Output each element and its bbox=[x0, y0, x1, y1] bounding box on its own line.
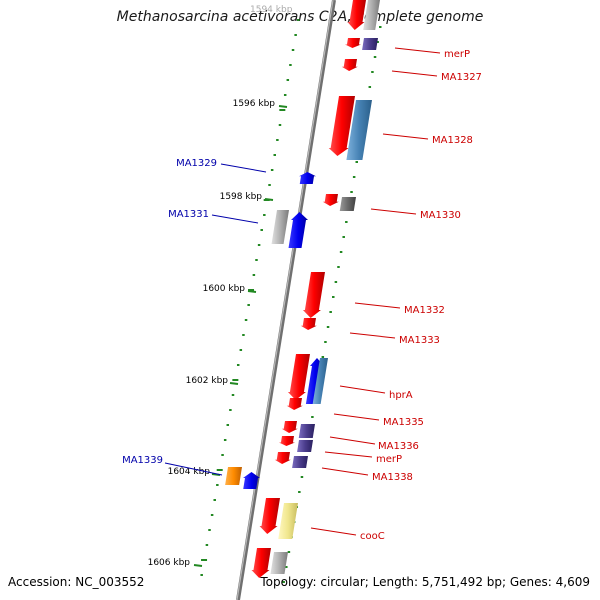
gene-labels-right: merP MA1327 MA1328 MA1330 MA1332 MA1333 … bbox=[360, 49, 482, 542]
gene-label-MA1338: MA1338 bbox=[372, 472, 413, 483]
gene-arrow bbox=[347, 0, 366, 30]
leader-lines bbox=[164, 47, 441, 536]
leader-line bbox=[211, 214, 259, 224]
gene-label-MA1335: MA1335 bbox=[383, 417, 424, 428]
gene-label-cooC: cooC bbox=[360, 531, 385, 542]
gene-arrow bbox=[344, 38, 361, 48]
gene-label-MA1331: MA1331 bbox=[168, 209, 209, 220]
gene-label-merP-2: merP bbox=[376, 454, 402, 465]
gene-arrow bbox=[362, 38, 378, 50]
leader-line bbox=[310, 527, 357, 536]
gene-features bbox=[225, 0, 380, 578]
gene-arrow bbox=[300, 318, 317, 330]
gene-arrow bbox=[297, 440, 313, 452]
gene-label-merP: merP bbox=[444, 49, 470, 60]
tick-mark bbox=[229, 382, 239, 385]
ruler-label-1600: 1600 kbp bbox=[203, 284, 246, 294]
leader-line bbox=[324, 451, 373, 458]
gene-label-MA1332: MA1332 bbox=[404, 305, 445, 316]
gene-arrow bbox=[286, 398, 303, 410]
gene-arrow bbox=[274, 452, 291, 464]
gene-label-MA1339: MA1339 bbox=[122, 455, 163, 466]
gene-arrow bbox=[341, 59, 358, 71]
gene-arrow bbox=[322, 194, 339, 206]
ruler-label-1604: 1604 kbp bbox=[168, 467, 211, 477]
leader-line bbox=[329, 436, 376, 445]
gene-labels-left: MA1329 MA1331 MA1339 bbox=[122, 158, 217, 466]
leader-line bbox=[220, 163, 267, 173]
ruler-label-1594: 1594 kbp bbox=[250, 5, 293, 15]
topology-label: Topology: circular; Length: 5,751,492 bp… bbox=[260, 575, 590, 589]
gene-label-hprA: hprA bbox=[389, 390, 413, 401]
leader-line bbox=[164, 462, 223, 476]
gene-label-MA1329: MA1329 bbox=[176, 158, 217, 169]
gene-arrow bbox=[278, 503, 298, 539]
genome-backbone bbox=[236, 0, 336, 600]
gene-arrow bbox=[288, 212, 308, 248]
leader-line bbox=[394, 47, 441, 54]
gene-arrow bbox=[346, 100, 372, 160]
tick-mark bbox=[211, 473, 221, 476]
gene-arrow bbox=[363, 0, 380, 30]
gene-arrow bbox=[299, 172, 316, 184]
leader-line bbox=[321, 467, 369, 476]
accession-label: Accession: NC_003552 bbox=[8, 575, 145, 589]
gene-arrow bbox=[278, 436, 295, 446]
tick-mark bbox=[247, 290, 257, 293]
gene-arrow bbox=[271, 210, 289, 244]
ruler-label-1596: 1596 kbp bbox=[233, 99, 276, 109]
leader-line bbox=[382, 133, 429, 140]
ruler-label-1602: 1602 kbp bbox=[186, 376, 229, 386]
leader-line bbox=[349, 332, 396, 339]
leader-line bbox=[354, 302, 401, 309]
genome-backbone-highlight bbox=[236, 0, 334, 600]
map-title: Methanosarcina acetivorans C2A, complete… bbox=[116, 9, 484, 25]
gene-arrow bbox=[251, 548, 271, 578]
gene-label-MA1327: MA1327 bbox=[441, 72, 482, 83]
gene-arrow bbox=[312, 358, 328, 404]
leader-line bbox=[370, 208, 417, 215]
gene-arrow bbox=[287, 354, 310, 400]
tick-mark bbox=[278, 105, 288, 108]
gene-arrow bbox=[302, 272, 325, 318]
tick-marks-left bbox=[193, 19, 300, 576]
gene-label-MA1330: MA1330 bbox=[420, 210, 461, 221]
tick-mark bbox=[264, 198, 274, 201]
gene-arrow bbox=[298, 424, 315, 438]
ruler-label-1606: 1606 kbp bbox=[148, 558, 191, 568]
tick-mark bbox=[193, 564, 203, 567]
gene-arrow bbox=[225, 467, 242, 485]
gene-label-MA1328: MA1328 bbox=[432, 135, 473, 146]
ruler-label-1598: 1598 kbp bbox=[220, 192, 263, 202]
gene-arrow bbox=[259, 498, 280, 534]
gene-arrow bbox=[339, 197, 356, 211]
gene-arrow bbox=[328, 96, 355, 156]
leader-line bbox=[339, 385, 386, 394]
gene-arrow bbox=[270, 552, 288, 574]
gene-arrow bbox=[281, 421, 298, 433]
leader-line bbox=[333, 413, 380, 421]
gene-arrow bbox=[292, 456, 308, 468]
gene-arrow bbox=[243, 472, 260, 489]
gene-label-MA1336: MA1336 bbox=[378, 441, 419, 452]
gene-label-MA1333: MA1333 bbox=[399, 335, 440, 346]
ruler-labels: 1594 kbp 1596 kbp 1598 kbp 1600 kbp 1602… bbox=[148, 5, 293, 568]
leader-line bbox=[391, 70, 438, 77]
